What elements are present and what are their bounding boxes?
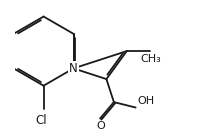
- Text: CH₃: CH₃: [141, 55, 162, 64]
- Text: N: N: [69, 62, 78, 75]
- Text: O: O: [96, 121, 105, 131]
- Text: OH: OH: [138, 96, 155, 106]
- Text: Cl: Cl: [36, 114, 47, 127]
- Text: N: N: [69, 62, 78, 75]
